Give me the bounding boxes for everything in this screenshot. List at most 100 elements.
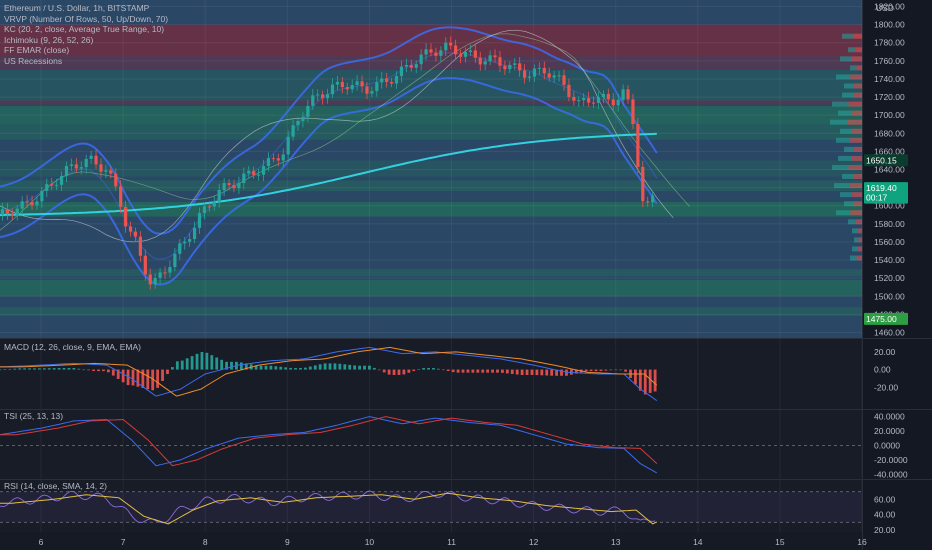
vp-up-9: [830, 119, 848, 125]
macd-tick-label-1[interactable]: 0.00: [874, 365, 891, 375]
macd-tick-label-0[interactable]: 20.00: [874, 347, 896, 357]
macd-histogram-bar-109: [535, 369, 539, 376]
vp-up-16: [834, 183, 850, 189]
price-tag-label-2[interactable]: 00:17: [866, 193, 888, 203]
macd-histogram-bar-53: [259, 365, 263, 370]
price-tag-label-1[interactable]: 1619.40: [866, 183, 897, 193]
macd-histogram-bar-84: [412, 369, 416, 372]
macd-histogram-bar-96: [471, 369, 475, 373]
macd-histogram-bar-81: [397, 369, 401, 375]
candle-body-70: [345, 87, 349, 90]
price-tick-label-15[interactable]: 1520.00: [874, 273, 905, 283]
price-tick-label-7[interactable]: 1680.00: [874, 128, 905, 138]
candle-body-9: [45, 184, 49, 191]
candle-body-49: [242, 173, 246, 184]
candle-body-35: [173, 253, 177, 268]
tsi-tick-label-1[interactable]: 20.0000: [874, 426, 905, 436]
time-tick-label-8[interactable]: 14: [693, 537, 703, 547]
time-tick-label-7[interactable]: 13: [611, 537, 621, 547]
price-tick-label-13[interactable]: 1560.00: [874, 237, 905, 247]
macd-histogram-bar-82: [402, 369, 406, 375]
time-tick-label-1[interactable]: 7: [121, 537, 126, 547]
time-tick-label-5[interactable]: 11: [447, 537, 456, 547]
indicator-us-recessions[interactable]: US Recessions: [4, 55, 63, 66]
candle-body-59: [291, 125, 295, 137]
time-tick-label-10[interactable]: 16: [857, 537, 867, 547]
indicator-kc[interactable]: KC (20, 2, close, Average True Range, 10…: [4, 24, 165, 34]
price-tag-label-3[interactable]: 1475.00: [866, 314, 897, 324]
macd-histogram-bar-123: [604, 369, 608, 371]
macd-histogram-bar-49: [239, 362, 243, 370]
price-tick-label-8[interactable]: 1660.00: [874, 146, 905, 156]
candle-body-72: [355, 81, 359, 86]
vp-down-11: [850, 137, 862, 143]
macd-histogram-bar-66: [323, 363, 327, 370]
vp-up-4: [836, 74, 851, 80]
candle-body-44: [217, 189, 221, 202]
price-tag-bg-0: [864, 154, 908, 167]
price-tag-label-0[interactable]: 1650.15: [866, 155, 897, 165]
indicator-vrvp[interactable]: VRVP (Number Of Rows, 50, Up/Down, 70): [4, 13, 169, 24]
vp-down-23: [857, 246, 862, 252]
tsi-tick-label-2[interactable]: 0.0000: [874, 441, 900, 451]
macd-histogram-bar-35: [171, 367, 174, 370]
macd-histogram-bar-75: [368, 365, 371, 370]
time-tick-label-0[interactable]: 6: [39, 537, 44, 547]
candle-body-42: [207, 206, 211, 208]
vp-down-13: [851, 155, 862, 161]
tsi-tick-label-4[interactable]: -40.0000: [874, 469, 908, 479]
candle-body-91: [449, 42, 453, 46]
price-tick-label-1[interactable]: 1800.00: [874, 20, 905, 30]
candle-body-19: [94, 155, 98, 165]
symbol-title[interactable]: Ethereum / U.S. Dollar, 1h, BITSTAMP: [4, 3, 150, 13]
tsi-signal-line: [0, 416, 658, 467]
tsi-title[interactable]: TSI (25, 13, 13): [4, 411, 64, 421]
rsi-tick-label-2[interactable]: 20.00: [874, 525, 896, 535]
candle-body-79: [389, 82, 394, 84]
macd-histogram-bar-46: [225, 361, 228, 370]
price-zone-10: [0, 279, 862, 297]
macd-histogram-bar-25: [121, 369, 125, 383]
macd-histogram-bar-102: [501, 369, 504, 373]
macd-histogram-bar-105: [515, 369, 519, 375]
time-tick-label-6[interactable]: 12: [529, 537, 539, 547]
indicator-ichimoku[interactable]: Ichimoku (9, 26, 52, 26): [4, 34, 94, 45]
macd-histogram-bar-40: [195, 353, 199, 370]
price-tick-label-12[interactable]: 1580.00: [874, 219, 905, 229]
macd-histogram-bar-114: [560, 369, 563, 376]
rsi-title[interactable]: RSI (14, close, SMA, 14, 2): [4, 481, 107, 491]
price-tick-label-4[interactable]: 1740.00: [874, 74, 905, 84]
candle-body-68: [335, 81, 340, 85]
candle-body-39: [192, 227, 197, 240]
price-tick-label-14[interactable]: 1540.00: [874, 255, 905, 265]
price-tick-label-18[interactable]: 1460.00: [874, 327, 905, 337]
macd-line: [0, 346, 658, 402]
macd-histogram-bar-71: [348, 364, 352, 370]
time-tick-label-3[interactable]: 9: [285, 537, 290, 547]
candle-body-101: [498, 57, 502, 66]
indicator-ff-emar[interactable]: FF EMAR (close): [4, 45, 70, 55]
price-tick-label-3[interactable]: 1760.00: [874, 56, 905, 66]
price-tick-label-2[interactable]: 1780.00: [874, 38, 905, 48]
price-tick-label-16[interactable]: 1500.00: [874, 291, 905, 301]
macd-histogram-bar-127: [624, 369, 627, 372]
price-tick-label-5[interactable]: 1720.00: [874, 92, 905, 102]
time-tick-label-4[interactable]: 10: [365, 537, 375, 547]
price-tick-label-6[interactable]: 1700.00: [874, 110, 905, 120]
tsi-tick-label-0[interactable]: 40.0000: [874, 412, 905, 422]
macd-histogram-bar-6: [28, 368, 31, 370]
price-tick-label-9[interactable]: 1640.00: [874, 165, 905, 175]
candle-body-120: [591, 102, 596, 104]
rsi-tick-label-0[interactable]: 60.00: [874, 494, 896, 504]
time-tick-label-9[interactable]: 15: [775, 537, 785, 547]
macd-tick-label-2[interactable]: -20.00: [874, 382, 898, 392]
tsi-tick-label-3[interactable]: -20.0000: [874, 455, 908, 465]
price-tick-label-0[interactable]: 1820.00: [874, 2, 905, 12]
candle-body-60: [296, 120, 300, 126]
time-tick-label-2[interactable]: 8: [203, 537, 208, 547]
macd-title[interactable]: MACD (12, 26, close, 9, EMA, EMA): [4, 342, 141, 352]
vp-up-24: [850, 255, 857, 261]
price-tick-label-11[interactable]: 1600.00: [874, 201, 905, 211]
rsi-tick-label-1[interactable]: 40.00: [874, 510, 896, 520]
